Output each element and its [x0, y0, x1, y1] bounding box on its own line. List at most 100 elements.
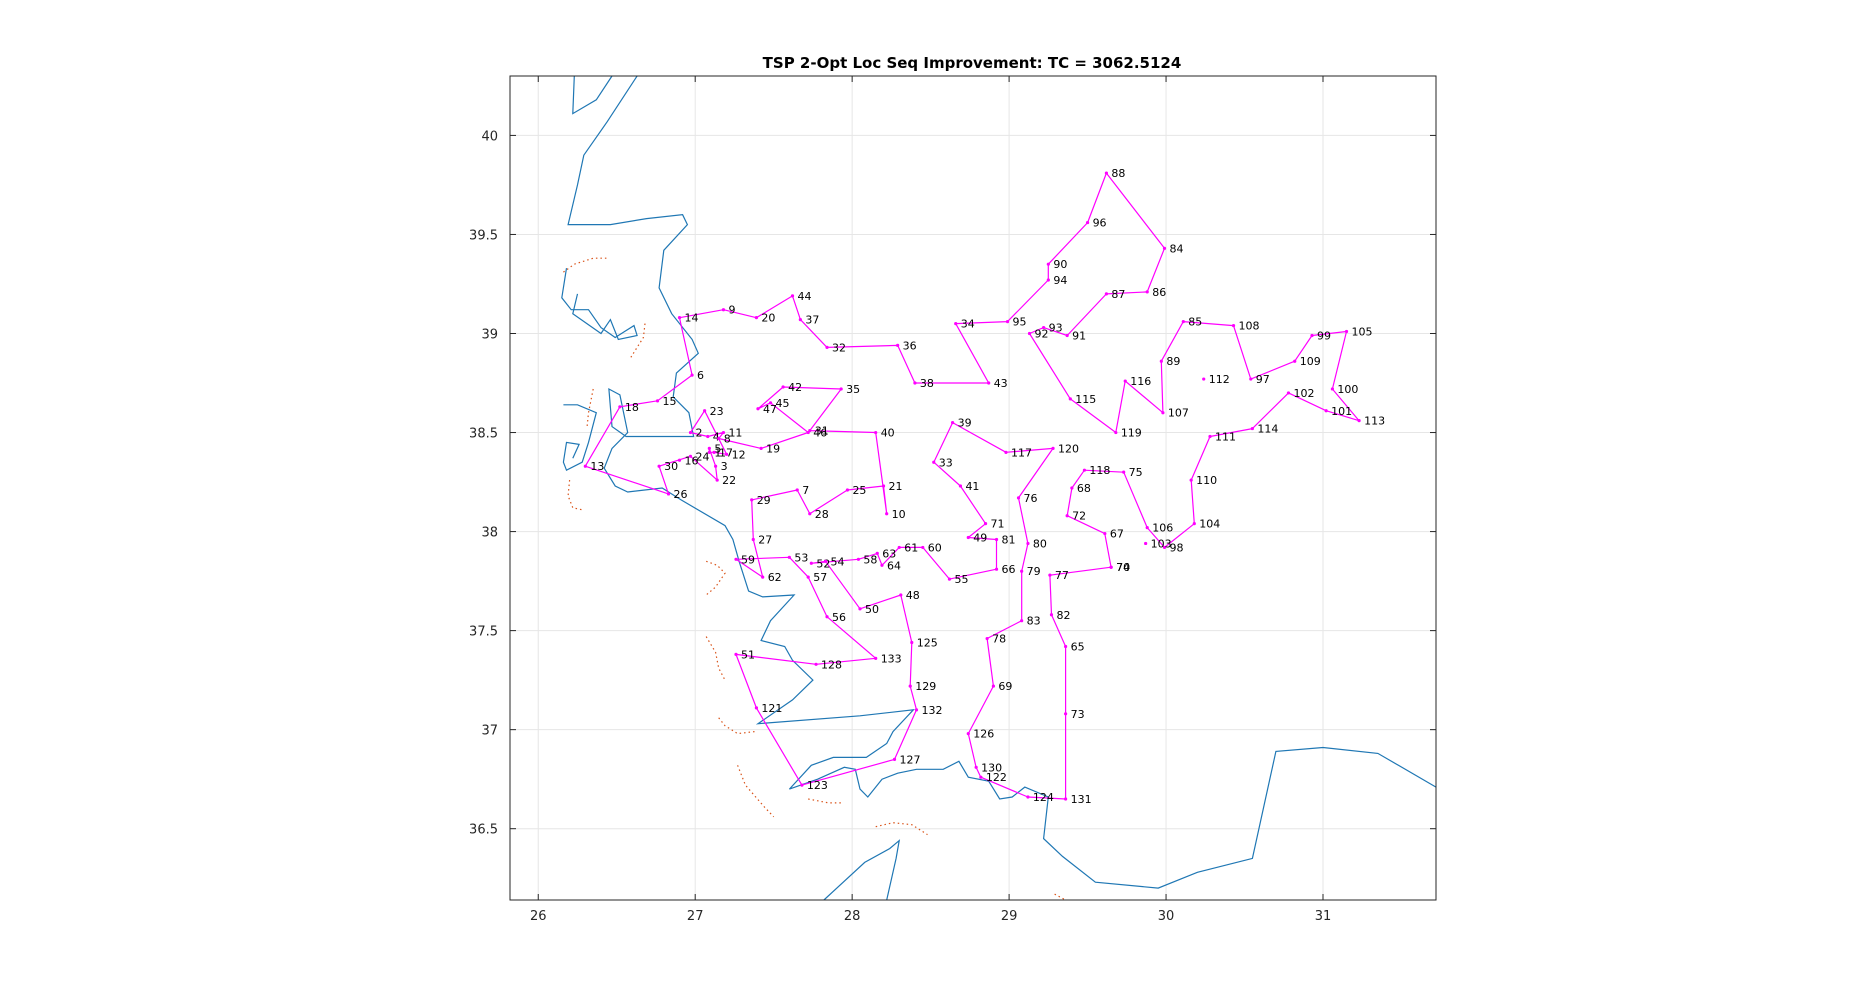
- route-node: [677, 316, 682, 320]
- x-tick-label: 26: [530, 909, 547, 924]
- route-node: [1020, 619, 1024, 623]
- route-node: [750, 498, 754, 502]
- node-label: 56: [832, 611, 846, 624]
- node-label: 18: [625, 401, 639, 414]
- node-label: 34: [961, 318, 975, 331]
- node-label: 14: [685, 312, 699, 325]
- node-label: 77: [1055, 569, 1069, 582]
- route-node: [1202, 377, 1206, 381]
- node-label: 53: [794, 551, 808, 564]
- route-node: [703, 409, 707, 413]
- node-label: 46: [813, 427, 827, 440]
- route-node: [897, 545, 901, 550]
- node-label: 24: [695, 450, 709, 463]
- node-label: 31: [815, 425, 829, 438]
- route-node: [1085, 220, 1090, 225]
- node-label: 92: [1035, 328, 1049, 341]
- y-tick-label: 37: [481, 724, 498, 739]
- node-label: 118: [1089, 464, 1110, 477]
- node-label: 113: [1364, 415, 1385, 428]
- route-node: [798, 318, 802, 322]
- node-label: 49: [973, 532, 987, 545]
- route-node: [1122, 470, 1126, 474]
- node-label: 74: [1116, 561, 1130, 574]
- node-label: 47: [763, 403, 777, 416]
- border-line: [567, 480, 583, 511]
- node-label: 52: [816, 557, 830, 570]
- y-tick-label: 37.5: [469, 625, 498, 640]
- route-node: [712, 450, 716, 454]
- border-line: [630, 323, 646, 358]
- node-label: 28: [815, 508, 829, 521]
- node-label: 89: [1166, 355, 1180, 368]
- route-node: [787, 555, 791, 559]
- border-line: [705, 560, 726, 596]
- node-label: 22: [722, 474, 736, 487]
- node-label: 2: [695, 427, 702, 440]
- route-node: [790, 294, 795, 298]
- node-label: 38: [920, 377, 934, 390]
- node-label: 131: [1071, 793, 1092, 806]
- node-label: 78: [992, 633, 1006, 646]
- y-tick-label: 39.5: [469, 228, 498, 243]
- route-node: [1293, 359, 1297, 363]
- node-label: 5: [714, 442, 721, 455]
- node-label: 42: [788, 381, 802, 394]
- node-label: 109: [1300, 355, 1321, 368]
- route-node: [1123, 379, 1127, 383]
- route-node: [1026, 795, 1030, 799]
- node-label: 35: [846, 383, 860, 396]
- node-label: 123: [807, 779, 828, 792]
- route-node: [1181, 320, 1185, 324]
- node-label: 70: [1116, 561, 1130, 574]
- node-label: 43: [994, 377, 1008, 390]
- node-label: 54: [830, 555, 844, 568]
- route-node: [706, 434, 710, 439]
- route-node: [1310, 333, 1314, 338]
- route-node: [1049, 613, 1054, 617]
- route-node: [1145, 526, 1149, 530]
- node-label: 58: [863, 553, 877, 566]
- node-label: 85: [1188, 316, 1202, 329]
- border-line: [737, 765, 775, 818]
- node-label: 51: [741, 648, 755, 661]
- route-node: [994, 537, 999, 542]
- node-label: 102: [1293, 387, 1314, 400]
- route-node: [734, 652, 738, 656]
- route-node: [666, 492, 671, 496]
- node-label: 63: [882, 547, 896, 560]
- route-node: [881, 484, 886, 488]
- x-tick-label: 29: [1001, 909, 1018, 924]
- node-label: 27: [758, 534, 772, 547]
- coastline: [823, 839, 901, 901]
- coastline: [572, 75, 613, 115]
- route-node: [1114, 430, 1118, 435]
- route-node: [874, 656, 878, 660]
- route-node: [985, 636, 989, 641]
- route-node: [856, 557, 861, 561]
- route-node: [618, 405, 622, 409]
- route-node: [845, 488, 850, 492]
- route-node: [991, 684, 996, 688]
- node-label: 29: [757, 494, 771, 507]
- node-label: 37: [805, 314, 819, 327]
- route-node: [688, 454, 693, 458]
- route-node: [875, 551, 879, 555]
- node-label: 55: [954, 573, 968, 586]
- route-node: [1357, 419, 1361, 423]
- route-node: [1068, 397, 1072, 401]
- route-node: [1064, 712, 1068, 716]
- node-label: 26: [674, 488, 688, 501]
- node-label: 82: [1056, 609, 1070, 622]
- node-label: 67: [1110, 528, 1124, 541]
- route-node: [1208, 434, 1212, 439]
- node-label: 44: [798, 290, 812, 303]
- node-label: 105: [1352, 326, 1373, 339]
- node-label: 133: [881, 652, 902, 665]
- x-tick-label: 27: [687, 909, 704, 924]
- x-tick-label: 31: [1315, 909, 1332, 924]
- route-node: [724, 452, 729, 456]
- route-node: [921, 545, 925, 550]
- node-label: 21: [889, 480, 903, 493]
